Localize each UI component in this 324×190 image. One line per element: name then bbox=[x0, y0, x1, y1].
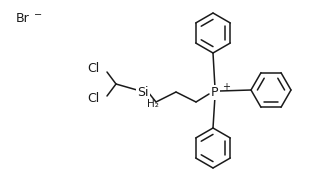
Text: +: + bbox=[222, 82, 230, 92]
Text: Cl: Cl bbox=[87, 63, 99, 75]
Text: −: − bbox=[34, 10, 42, 20]
Text: Si: Si bbox=[137, 86, 149, 98]
Text: Cl: Cl bbox=[87, 93, 99, 105]
Text: Br: Br bbox=[16, 13, 30, 25]
Text: H₂: H₂ bbox=[147, 99, 159, 109]
Text: P: P bbox=[211, 86, 219, 98]
